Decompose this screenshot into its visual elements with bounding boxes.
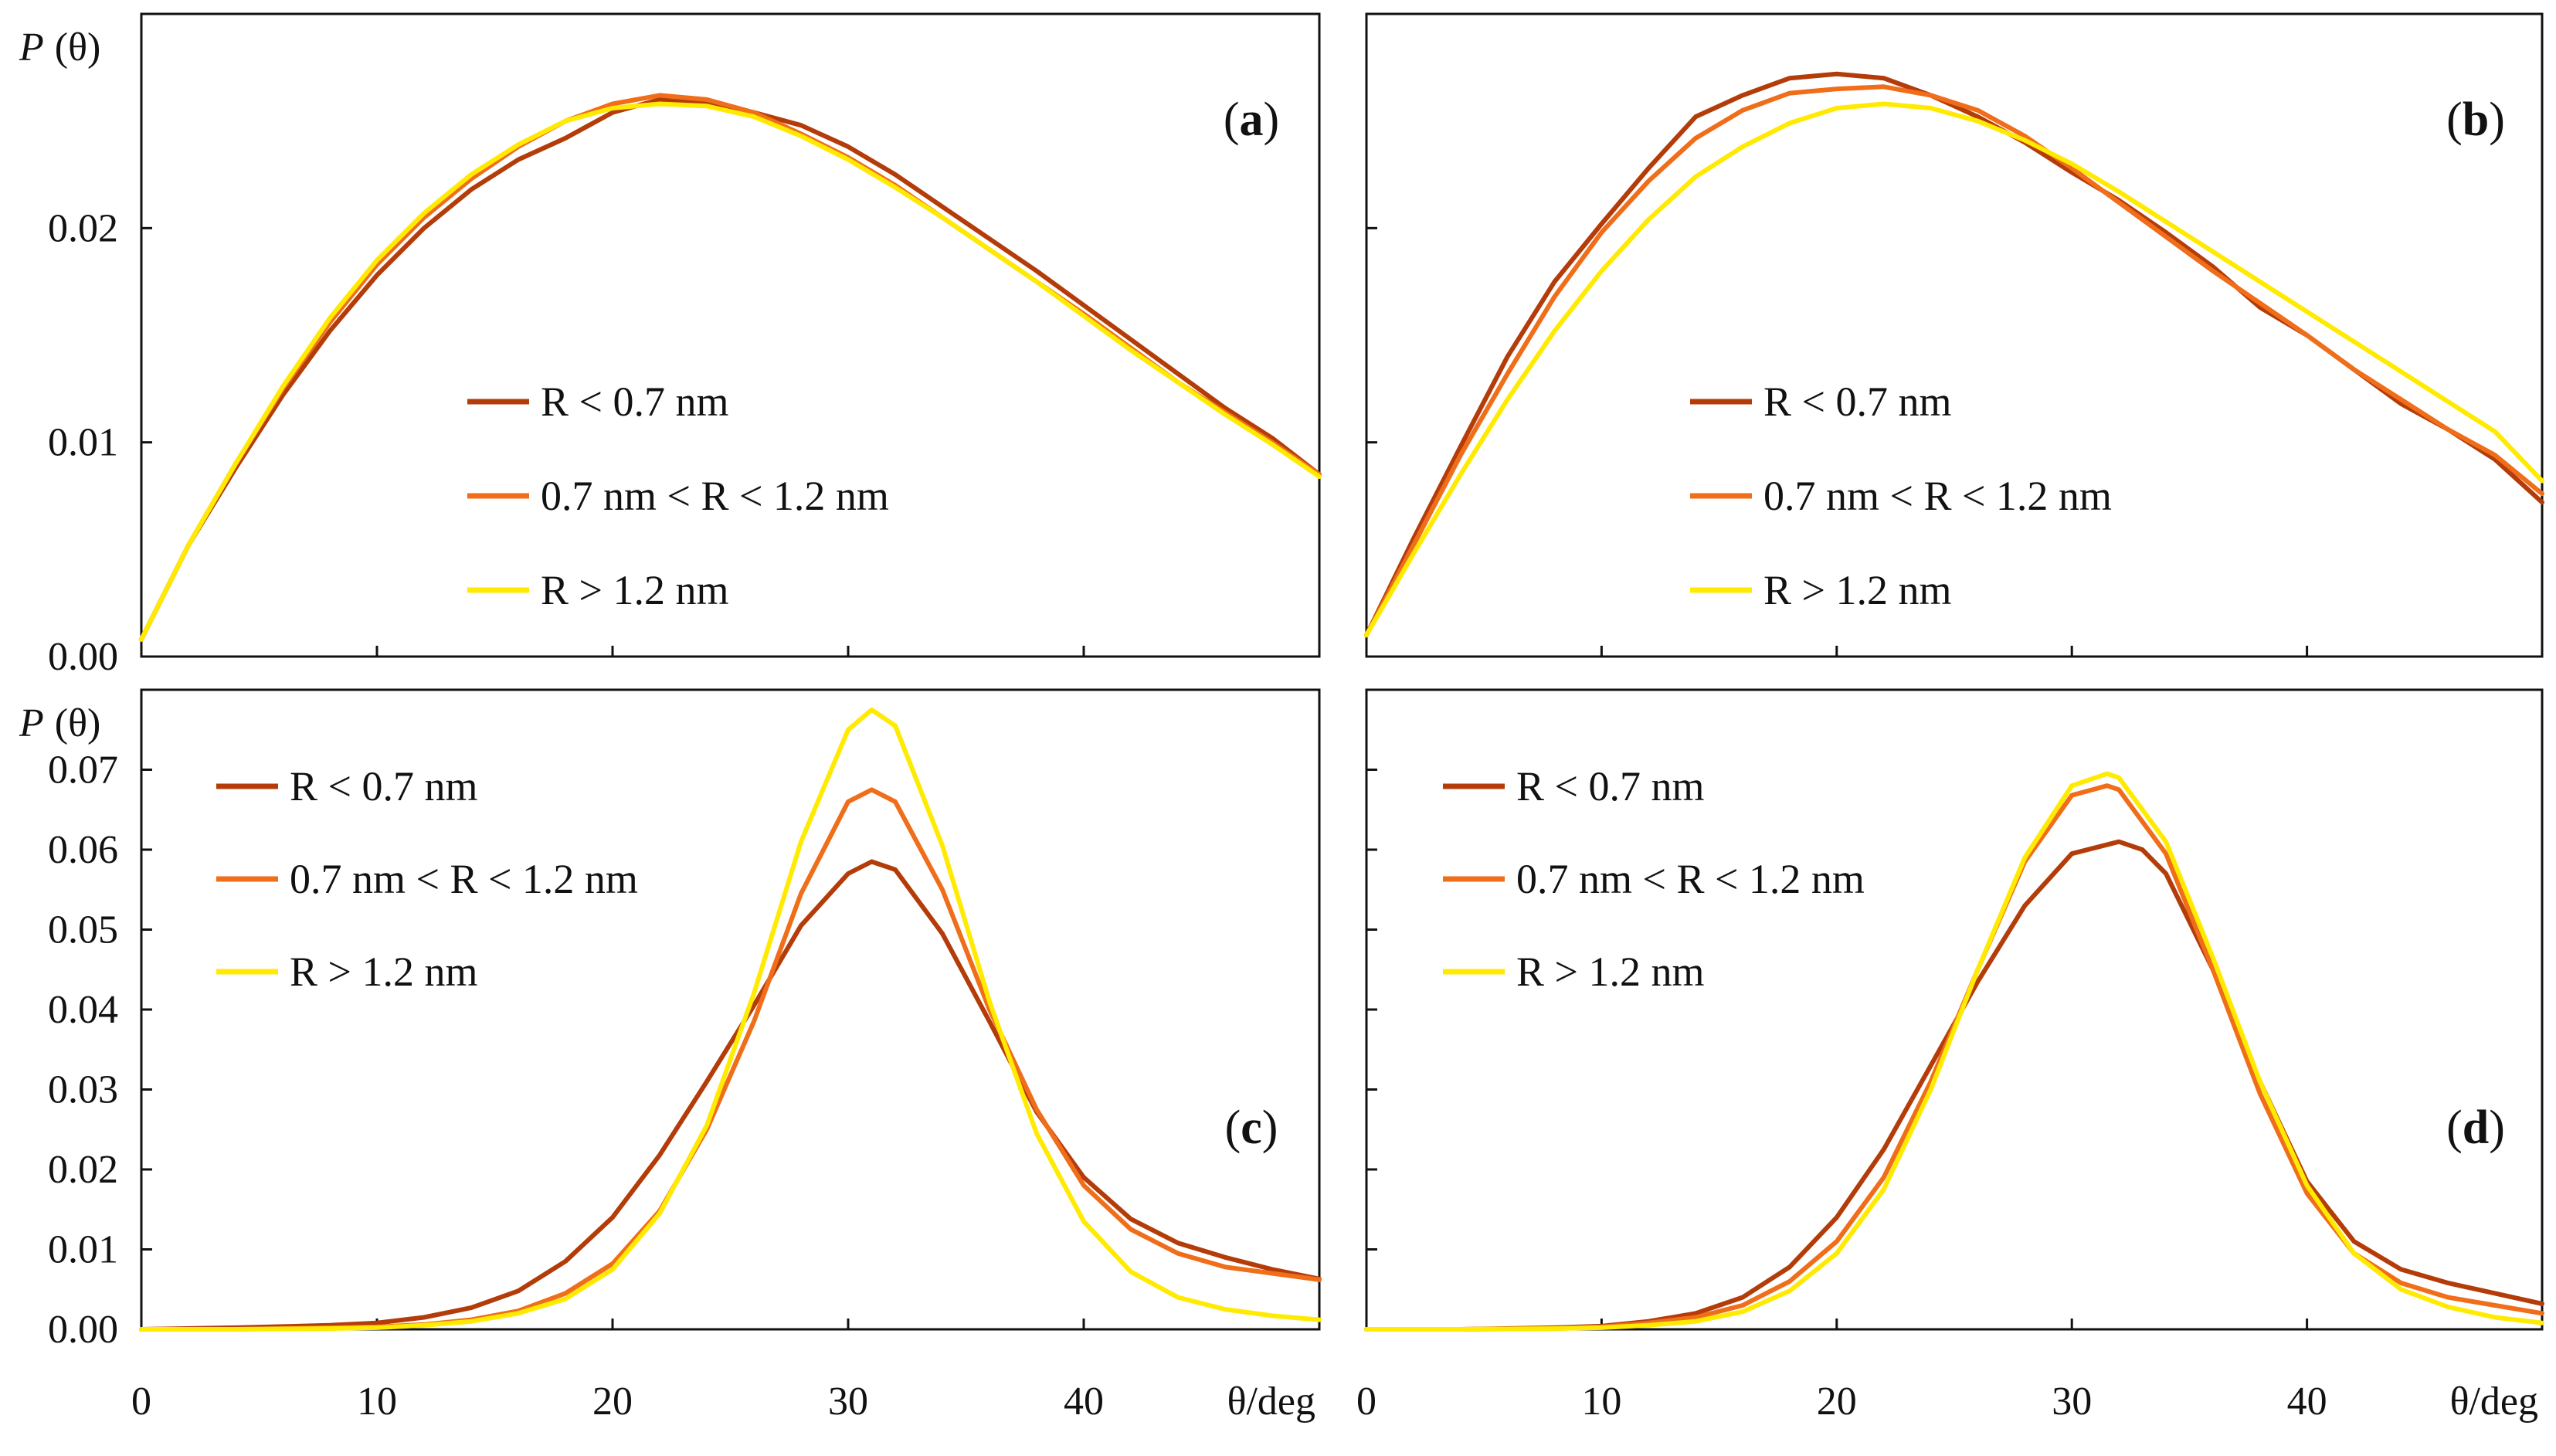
plot-frame — [140, 12, 1321, 658]
legend-label: 0.7 nm < R < 1.2 nm — [1516, 856, 1865, 902]
y-tick-label: 0.03 — [48, 1068, 118, 1112]
y-tick-label: 0.00 — [48, 635, 118, 679]
x-tick-label: 10 — [1581, 1380, 1621, 1424]
panel-label-letter: d — [2463, 1101, 2489, 1154]
panel-label: (d) — [2446, 1101, 2505, 1154]
panel-label-close: ) — [1264, 93, 1280, 146]
panel-b: R < 0.7 nm 0.7 nm < R < 1.2 nm R > 1.2 nm (… — [1364, 12, 2544, 658]
panel-a: 0.00 0.01 0.02 P (θ) R < 0.7 nm 0.7 nm < R < 1… — [19, 12, 1322, 679]
x-axis-label: θ/deg — [1227, 1380, 1315, 1424]
x-tick-label: 30 — [2052, 1380, 2092, 1424]
legend-label: R < 0.7 nm — [541, 378, 728, 425]
legend-label: 0.7 nm < R < 1.2 nm — [290, 856, 638, 902]
panel-label-letter: b — [2463, 93, 2489, 146]
series-line-large — [1364, 101, 2544, 638]
panel-c: 0.00 0.01 0.02 0.03 0.04 0.05 0.06 0.07 0 10 20 30 4… — [19, 688, 1322, 1424]
legend-label: 0.7 nm < R < 1.2 nm — [541, 473, 889, 519]
x-tick-label: 20 — [592, 1380, 633, 1424]
y-axis-label: P (θ) — [19, 701, 100, 745]
y-axis-label-theta: (θ) — [55, 701, 101, 745]
legend-label: R > 1.2 nm — [1516, 949, 1704, 995]
panel-label-close: ) — [2489, 1101, 2505, 1154]
series-line-medium — [1364, 84, 2544, 638]
y-tick-label: 0.01 — [48, 421, 118, 465]
x-tick-label: 0 — [1356, 1380, 1376, 1424]
y-axis-label: P (θ) — [19, 25, 100, 70]
y-tick-label: 0.00 — [48, 1308, 118, 1352]
panel-label: (b) — [2446, 93, 2505, 146]
series-line-small — [139, 97, 1322, 642]
legend-label: R > 1.2 nm — [1763, 567, 1951, 613]
panel-d: 0 10 20 30 40 θ/deg R < 0.7 nm 0.7 nm < R < 1.2… — [1356, 688, 2544, 1424]
y-tick-label: 0.07 — [48, 748, 118, 792]
panel-label-open: ( — [2446, 1101, 2463, 1154]
legend-label: R < 0.7 nm — [1763, 378, 1951, 425]
panel-label-open: ( — [1225, 1101, 1241, 1154]
x-tick-label: 40 — [2287, 1380, 2327, 1424]
panel-label-open: ( — [2446, 93, 2463, 146]
series-line-medium — [139, 93, 1322, 642]
legend-label: R < 0.7 nm — [290, 763, 477, 809]
panel-label-close: ) — [1262, 1101, 1278, 1154]
panel-label: (c) — [1225, 1101, 1278, 1154]
panel-label-open: ( — [1224, 93, 1240, 146]
y-tick-label: 0.02 — [48, 206, 118, 250]
series-line-small — [1364, 71, 2544, 638]
series-line-large — [139, 101, 1322, 642]
legend-label: R > 1.2 nm — [541, 567, 728, 613]
x-axis-label: θ/deg — [2450, 1380, 2538, 1424]
y-tick-label: 0.05 — [48, 908, 118, 952]
x-tick-label: 20 — [1817, 1380, 1857, 1424]
legend-label: R < 0.7 nm — [1516, 763, 1704, 809]
y-tick-label: 0.01 — [48, 1228, 118, 1272]
y-tick-label: 0.06 — [48, 828, 118, 872]
y-tick-label: 0.02 — [48, 1148, 118, 1192]
x-tick-label: 0 — [131, 1380, 151, 1424]
panel-label: (a) — [1224, 93, 1279, 146]
y-axis-label-p: P — [19, 701, 44, 745]
series-line-small — [139, 859, 1322, 1332]
y-axis-label-p: P — [19, 25, 44, 70]
panel-label-close: ) — [2489, 93, 2505, 146]
series-line-small — [1364, 839, 2544, 1332]
legend-label: 0.7 nm < R < 1.2 nm — [1763, 473, 2112, 519]
plot-frame — [1365, 12, 2544, 658]
y-tick-label: 0.04 — [48, 988, 118, 1032]
panel-label-letter: a — [1240, 93, 1264, 146]
legend-label: R > 1.2 nm — [290, 949, 477, 995]
series-line-large — [139, 707, 1322, 1332]
x-tick-label: 10 — [357, 1380, 397, 1424]
y-axis-label-theta: (θ) — [55, 25, 101, 70]
panel-label-letter: c — [1241, 1101, 1262, 1154]
x-tick-label: 40 — [1064, 1380, 1104, 1424]
series-line-large — [1364, 771, 2544, 1332]
x-tick-label: 30 — [828, 1380, 868, 1424]
